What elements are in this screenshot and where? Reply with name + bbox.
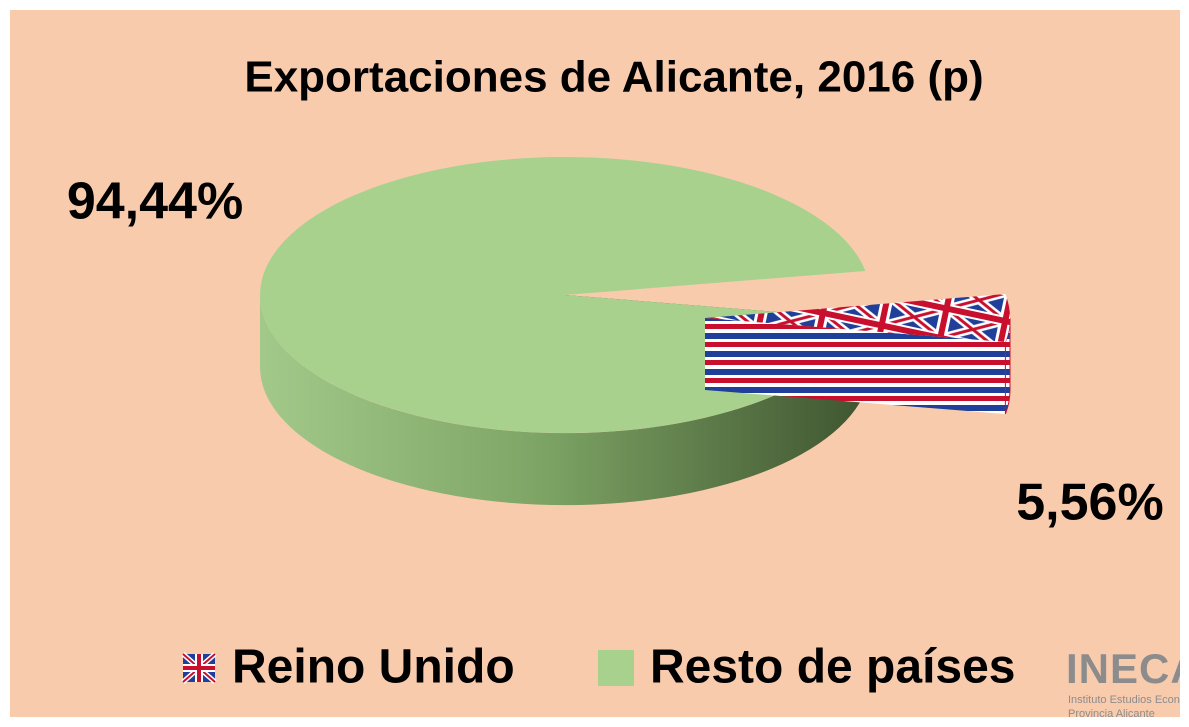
slice-face (705, 318, 1006, 414)
slice-side (259, 295, 866, 506)
logo-line: Instituto Estudios Económicos (1068, 694, 1189, 706)
data-label: 5,56% (1016, 474, 1163, 532)
legend-swatch-cross (183, 654, 215, 682)
legend-key (181, 652, 217, 684)
chart-title: Exportaciones de Alicante, 2016 (p) (244, 53, 983, 102)
legend-label: Reino Unido (232, 641, 515, 694)
legend-swatch (598, 650, 634, 686)
logo-name: INECA (1066, 645, 1189, 692)
plot-area: Exportaciones de Alicante, 2016 (p) INEC… (67, 53, 1189, 720)
slice (705, 294, 1011, 342)
logo-line: Provincia Alicante (1068, 708, 1155, 720)
legend-label: Resto de países (650, 641, 1015, 694)
data-label: 94,44% (67, 173, 243, 231)
